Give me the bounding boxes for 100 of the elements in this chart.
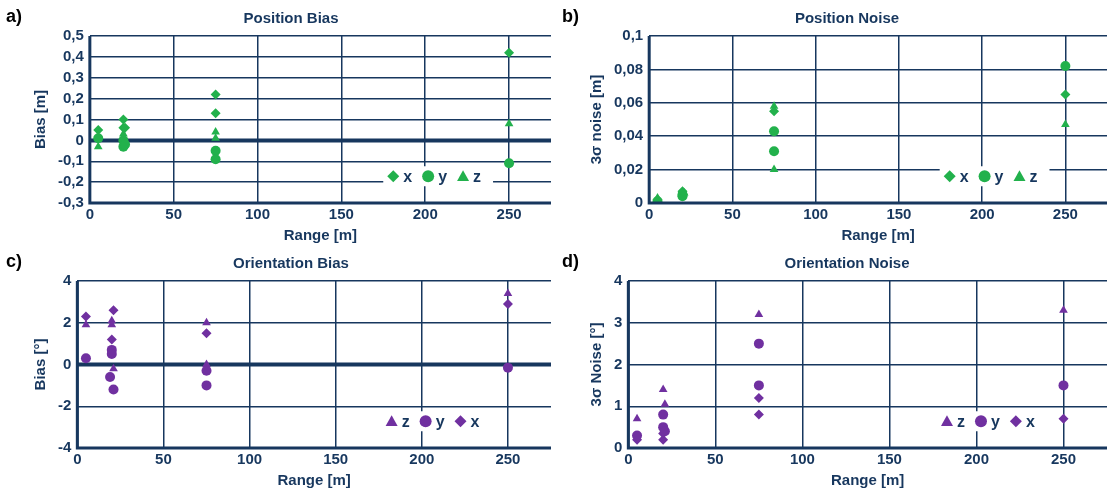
- legend-label: y: [994, 167, 1004, 185]
- point: [753, 409, 764, 420]
- point: [118, 114, 129, 125]
- x-tick-label: 50: [155, 450, 172, 468]
- chart-title: Orientation Bias: [233, 254, 349, 272]
- y-tick-label: 0,04: [613, 126, 644, 144]
- x-tick-label: 100: [245, 205, 271, 223]
- point: [210, 145, 221, 156]
- x-tick-label: 150: [886, 205, 912, 223]
- point: [1059, 305, 1068, 313]
- point: [753, 338, 764, 349]
- legend-label: z: [401, 412, 410, 430]
- y-tick-label: 0: [614, 438, 623, 456]
- y-tick-label: 0: [75, 130, 84, 148]
- x-tick-label: 150: [876, 450, 902, 468]
- y-axis-title: Bias [m]: [31, 89, 49, 150]
- point: [1060, 61, 1071, 72]
- text: a): [6, 6, 23, 27]
- legend-label: x: [959, 167, 969, 185]
- y-tick-label: 0,06: [613, 92, 644, 110]
- x-tick-label: 250: [1052, 205, 1078, 223]
- y-tick-label: 0,5: [62, 26, 84, 44]
- text: c): [6, 251, 23, 272]
- y-tick-label: -2: [57, 396, 72, 414]
- point: [1061, 119, 1070, 128]
- y-tick-label: 0: [634, 193, 644, 211]
- x-axis-title: Range [m]: [841, 226, 915, 244]
- point: [503, 288, 513, 297]
- x-tick-label: 50: [724, 205, 741, 223]
- point: [80, 353, 91, 364]
- x-tick-label: 50: [707, 450, 724, 468]
- point: [753, 380, 764, 391]
- point: [93, 124, 104, 135]
- y-tick-label: 2: [62, 312, 72, 330]
- legend-label: y: [435, 412, 445, 430]
- y-tick-label: -0,3: [57, 193, 84, 211]
- point: [632, 413, 642, 422]
- y-axis-title: 3σ Noise [°]: [587, 322, 605, 407]
- x-tick-label: 150: [323, 450, 349, 468]
- y-axis-title: Bias [°]: [31, 338, 49, 391]
- text: b): [562, 6, 579, 27]
- point: [202, 317, 211, 326]
- y-axis-title: 3σ noise [m]: [587, 74, 605, 165]
- point: [106, 334, 117, 345]
- point: [769, 164, 779, 173]
- point: [658, 409, 669, 420]
- x-tick-label: 250: [496, 205, 522, 223]
- legend-label: z: [473, 167, 482, 185]
- x-axis-title: Range [m]: [277, 471, 351, 489]
- chart-title: Position Bias: [243, 9, 339, 27]
- y-tick-label: 0,4: [62, 47, 85, 65]
- x-tick-label: 250: [1050, 450, 1076, 468]
- point: [504, 118, 514, 127]
- point: [210, 108, 221, 119]
- y-tick-label: 4: [614, 271, 623, 289]
- point: [1060, 89, 1071, 100]
- legend-label: y: [438, 167, 448, 185]
- x-tick-label: 250: [495, 450, 521, 468]
- point: [109, 363, 118, 372]
- legend-label: x: [470, 412, 480, 430]
- point: [753, 392, 764, 403]
- chart-title: Position Noise: [794, 9, 900, 27]
- x-tick-label: 100: [237, 450, 263, 468]
- point: [504, 47, 515, 58]
- text: d): [562, 251, 579, 272]
- y-tick-label: 0,3: [62, 67, 84, 85]
- point: [93, 133, 104, 144]
- point: [80, 311, 91, 322]
- x-tick-label: 50: [165, 205, 183, 223]
- point: [81, 319, 91, 328]
- x-tick-label: 150: [328, 205, 354, 223]
- y-tick-label: 4: [62, 271, 72, 289]
- point: [660, 399, 670, 407]
- point: [211, 127, 220, 135]
- point: [658, 384, 668, 393]
- legend-label: y: [990, 412, 1000, 430]
- point: [105, 372, 116, 383]
- x-tick-label: 200: [969, 205, 995, 223]
- x-tick-label: 200: [412, 205, 438, 223]
- y-tick-label: -4: [57, 438, 72, 456]
- point: [201, 380, 212, 391]
- point: [108, 305, 119, 316]
- y-tick-label: 2: [614, 354, 623, 372]
- point: [769, 146, 780, 157]
- point: [211, 133, 220, 141]
- chart-title: Orientation Noise: [784, 254, 910, 272]
- y-tick-label: 0,08: [613, 59, 644, 77]
- x-tick-label: 100: [803, 205, 829, 223]
- x-axis-title: Range [m]: [831, 471, 905, 489]
- y-tick-label: 3: [614, 312, 623, 330]
- y-tick-label: 0,1: [622, 26, 644, 44]
- legend-label: z: [1029, 167, 1038, 185]
- y-tick-label: 1: [614, 396, 623, 414]
- x-tick-label: 200: [963, 450, 989, 468]
- y-tick-label: 0,2: [62, 88, 84, 106]
- point: [769, 126, 780, 137]
- point: [210, 89, 221, 100]
- x-tick-label: 100: [789, 450, 815, 468]
- point: [502, 362, 513, 373]
- y-tick-label: 0,02: [613, 159, 644, 177]
